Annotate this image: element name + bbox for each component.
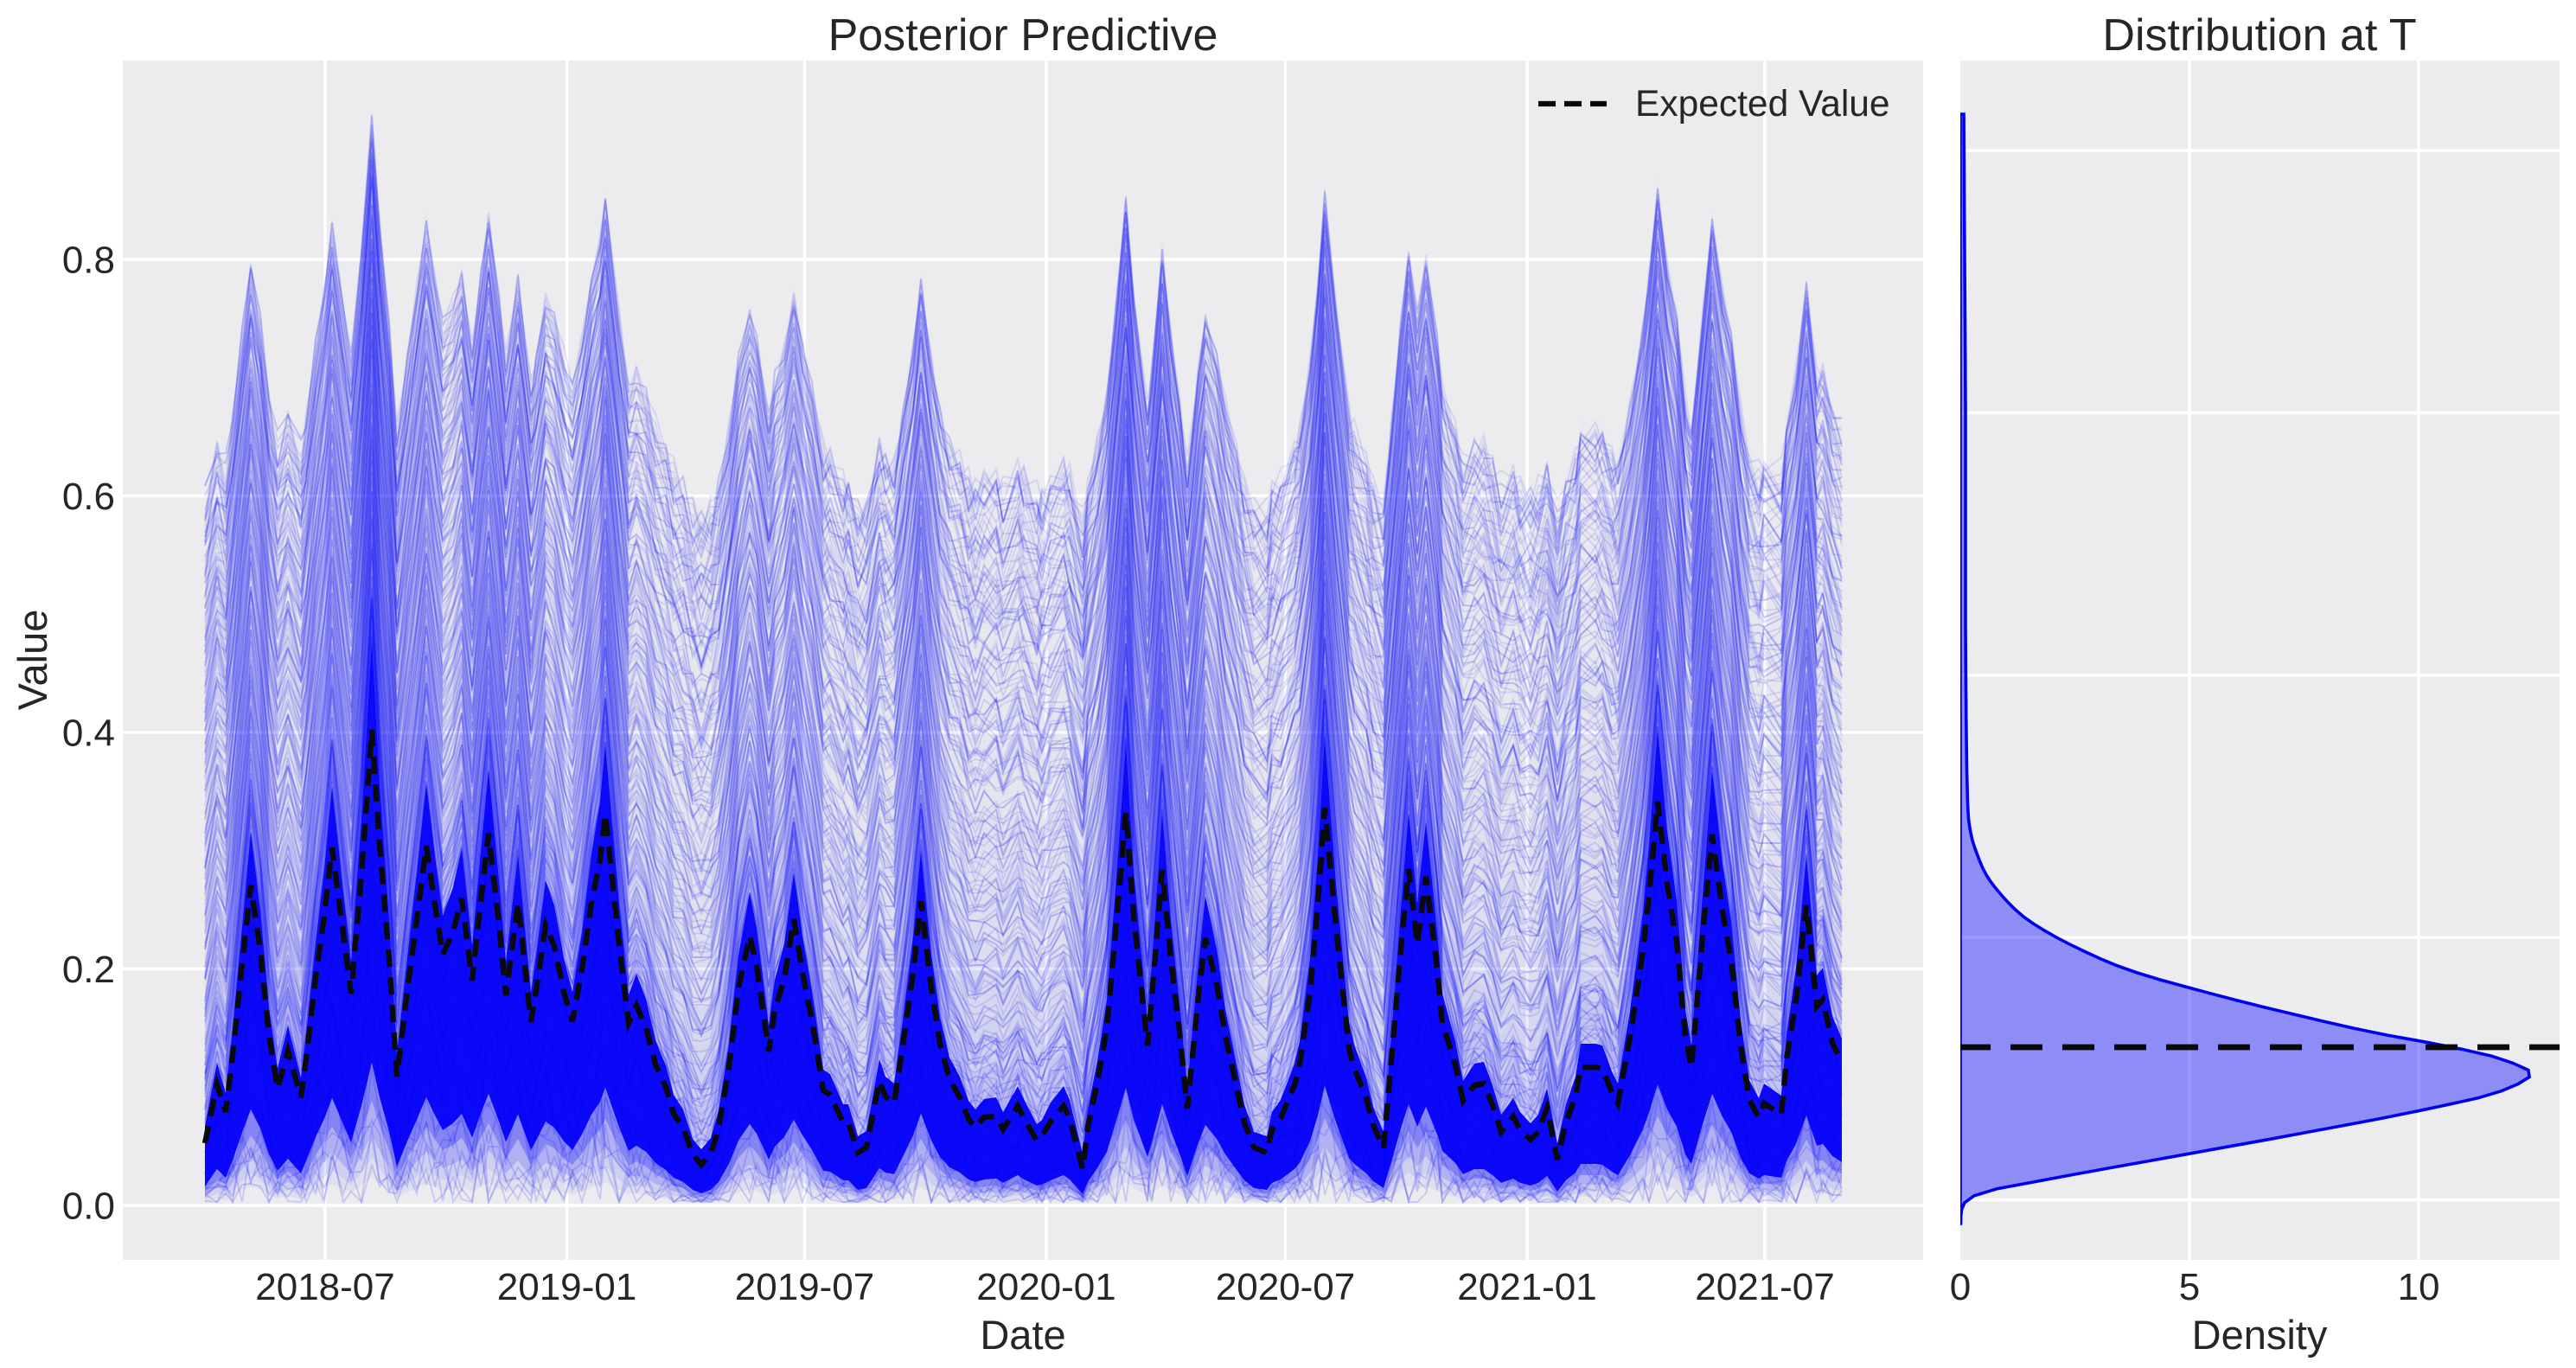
svg-text:Value: Value: [10, 610, 55, 711]
svg-text:2021-07: 2021-07: [1695, 1266, 1834, 1308]
svg-text:5: 5: [2179, 1266, 2200, 1308]
svg-text:0: 0: [1950, 1266, 1971, 1308]
svg-text:0.4: 0.4: [62, 713, 115, 755]
svg-text:2019-01: 2019-01: [497, 1266, 636, 1308]
svg-text:2019-07: 2019-07: [735, 1266, 874, 1308]
svg-text:Density: Density: [2192, 1312, 2328, 1358]
svg-text:0.0: 0.0: [62, 1186, 115, 1228]
svg-text:2018-07: 2018-07: [255, 1266, 394, 1308]
svg-text:2021-01: 2021-01: [1457, 1266, 1596, 1308]
svg-text:Posterior Predictive: Posterior Predictive: [828, 10, 1218, 61]
svg-text:2020-01: 2020-01: [976, 1266, 1115, 1308]
svg-text:Date: Date: [980, 1312, 1065, 1358]
svg-text:10: 10: [2398, 1266, 2440, 1308]
svg-text:Distribution at T: Distribution at T: [2102, 10, 2416, 61]
svg-text:0.2: 0.2: [62, 949, 115, 991]
svg-text:0.8: 0.8: [62, 240, 115, 282]
svg-text:2020-07: 2020-07: [1216, 1266, 1355, 1308]
svg-text:Expected Value: Expected Value: [1635, 84, 1890, 125]
svg-text:0.6: 0.6: [62, 476, 115, 518]
